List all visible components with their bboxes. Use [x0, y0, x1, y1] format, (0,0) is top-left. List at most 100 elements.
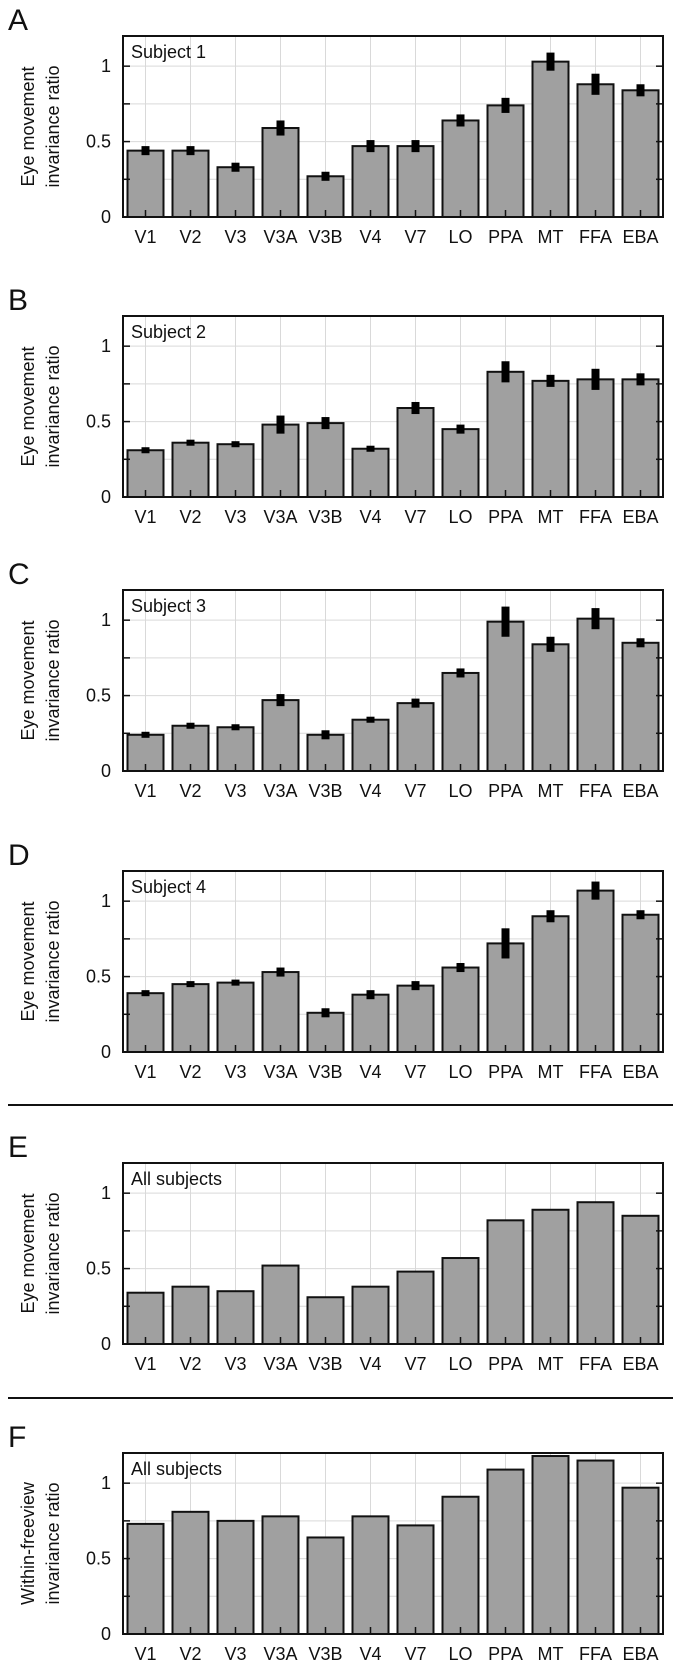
- x-tick-label-v3a: V3A: [263, 507, 297, 527]
- bar-ppa: [486, 942, 525, 1054]
- x-tick-label-v3: V3: [224, 781, 246, 801]
- y-axis-label: invariance ratio: [43, 619, 63, 741]
- x-tick-label-v3a: V3A: [263, 1354, 297, 1374]
- y-axis-label: invariance ratio: [43, 1192, 63, 1314]
- chart-panel-f: 0 0.5 1 V1 V2 V3 V3A V3B V4 V7 LO PPA MT FFA EBA F All s…: [8, 1421, 664, 1664]
- bar-mt: [531, 1208, 570, 1345]
- x-tick-label-v1: V1: [134, 1062, 156, 1082]
- y-tick-label: 0.5: [86, 1549, 111, 1569]
- y-axis-label: invariance ratio: [43, 65, 63, 187]
- x-tick-label-v2: V2: [179, 1644, 201, 1664]
- x-tick-label-v3b: V3B: [308, 227, 342, 247]
- bar-lo: [441, 966, 480, 1053]
- x-tick-label-v7: V7: [404, 507, 426, 527]
- bar-mt: [531, 1455, 570, 1636]
- bar-ffa: [576, 889, 615, 1053]
- y-tick-label: 0: [101, 761, 111, 781]
- x-tick-label-v1: V1: [134, 781, 156, 801]
- x-tick-label-v3b: V3B: [308, 1062, 342, 1082]
- bar-v3b: [306, 1296, 345, 1346]
- y-tick-label: 0: [101, 1334, 111, 1354]
- x-tick-label-eba: EBA: [622, 1354, 658, 1374]
- plot-frame: [122, 589, 664, 772]
- chart-panel-c: 0 0.5 1 V1 V2 V3 V3A V3B V4 V7 LO PPA MT FFA EBA C Subje…: [8, 558, 664, 801]
- bar-v3: [216, 443, 255, 499]
- bar-ppa: [486, 1468, 525, 1636]
- bar-ppa: [486, 370, 525, 498]
- panel-subtitle: Subject 3: [131, 596, 206, 616]
- bar-v7: [396, 702, 435, 772]
- bar-v3a: [261, 971, 300, 1054]
- x-tick-label-v4: V4: [359, 1062, 381, 1082]
- x-tick-label-v7: V7: [404, 1354, 426, 1374]
- bar-v3b: [306, 1536, 345, 1636]
- bar-v7: [396, 1270, 435, 1345]
- x-tick-label-lo: LO: [448, 1062, 472, 1082]
- y-tick-label: 0.5: [86, 132, 111, 152]
- x-tick-label-v3b: V3B: [308, 781, 342, 801]
- x-tick-label-eba: EBA: [622, 1644, 658, 1664]
- y-axis-label: Eye movement: [18, 66, 38, 186]
- bar-mt: [531, 379, 570, 499]
- x-tick-label-eba: EBA: [622, 227, 658, 247]
- x-tick-label-v7: V7: [404, 781, 426, 801]
- y-tick-label: 1: [101, 891, 111, 911]
- panel-letter: E: [8, 1131, 28, 1164]
- bar-v1: [126, 1522, 165, 1636]
- bar-v1: [126, 449, 165, 499]
- panel-subtitle: Subject 2: [131, 322, 206, 342]
- bar-ffa: [576, 1459, 615, 1635]
- bar-mt: [531, 915, 570, 1053]
- x-tick-label-mt: MT: [538, 1354, 564, 1374]
- x-tick-label-v3: V3: [224, 1644, 246, 1664]
- x-tick-label-v4: V4: [359, 1644, 381, 1664]
- y-axis-label: Eye movement: [18, 901, 38, 1021]
- bar-v2: [171, 149, 210, 218]
- x-tick-label-v3a: V3A: [263, 227, 297, 247]
- x-tick-label-lo: LO: [448, 507, 472, 527]
- bar-v3a: [261, 423, 300, 499]
- x-tick-label-mt: MT: [538, 507, 564, 527]
- bar-eba: [621, 1486, 660, 1635]
- y-tick-label: 0.5: [86, 686, 111, 706]
- bar-v2: [171, 983, 210, 1053]
- y-axis-label: Eye movement: [18, 1193, 38, 1313]
- bar-lo: [441, 671, 480, 772]
- x-tick-label-lo: LO: [448, 227, 472, 247]
- x-tick-label-eba: EBA: [622, 1062, 658, 1082]
- x-tick-label-lo: LO: [448, 781, 472, 801]
- panel-letter: C: [8, 558, 30, 591]
- chart-panel-a: 0 0.5 1 V1 V2 V3 V3A V3B V4 V7 LO PPA MT FFA EBA A Subje…: [8, 4, 664, 247]
- bar-v2: [171, 1285, 210, 1346]
- x-tick-label-v2: V2: [179, 1062, 201, 1082]
- bar-eba: [621, 1214, 660, 1345]
- y-tick-label: 1: [101, 336, 111, 356]
- bar-v3a: [261, 1515, 300, 1635]
- x-tick-label-ppa: PPA: [488, 1354, 523, 1374]
- bar-v3a: [261, 127, 300, 218]
- bar-ppa: [486, 620, 525, 772]
- x-tick-label-eba: EBA: [622, 507, 658, 527]
- x-tick-label-mt: MT: [538, 1644, 564, 1664]
- bar-v3a: [261, 1264, 300, 1345]
- y-axis-label: Eye movement: [18, 346, 38, 466]
- x-tick-label-mt: MT: [538, 227, 564, 247]
- bar-v4: [351, 993, 390, 1054]
- plot-frame: [122, 35, 664, 218]
- bar-v2: [171, 724, 210, 772]
- bar-eba: [621, 641, 660, 773]
- x-tick-label-v2: V2: [179, 227, 201, 247]
- bar-ffa: [576, 378, 615, 499]
- x-tick-label-ppa: PPA: [488, 227, 523, 247]
- chart-panel-e: 0 0.5 1 V1 V2 V3 V3A V3B V4 V7 LO PPA MT FFA EBA E All s…: [8, 1131, 664, 1374]
- chart-panel-b: 0 0.5 1 V1 V2 V3 V3A V3B V4 V7 LO PPA MT FFA EBA B Subje…: [8, 284, 664, 527]
- y-tick-label: 0.5: [86, 412, 111, 432]
- x-tick-label-v3: V3: [224, 227, 246, 247]
- bar-lo: [441, 1495, 480, 1636]
- bar-v4: [351, 718, 390, 773]
- x-tick-label-v1: V1: [134, 227, 156, 247]
- bar-v7: [396, 145, 435, 219]
- bar-eba: [621, 378, 660, 499]
- bar-v3: [216, 981, 255, 1053]
- bar-v3a: [261, 699, 300, 773]
